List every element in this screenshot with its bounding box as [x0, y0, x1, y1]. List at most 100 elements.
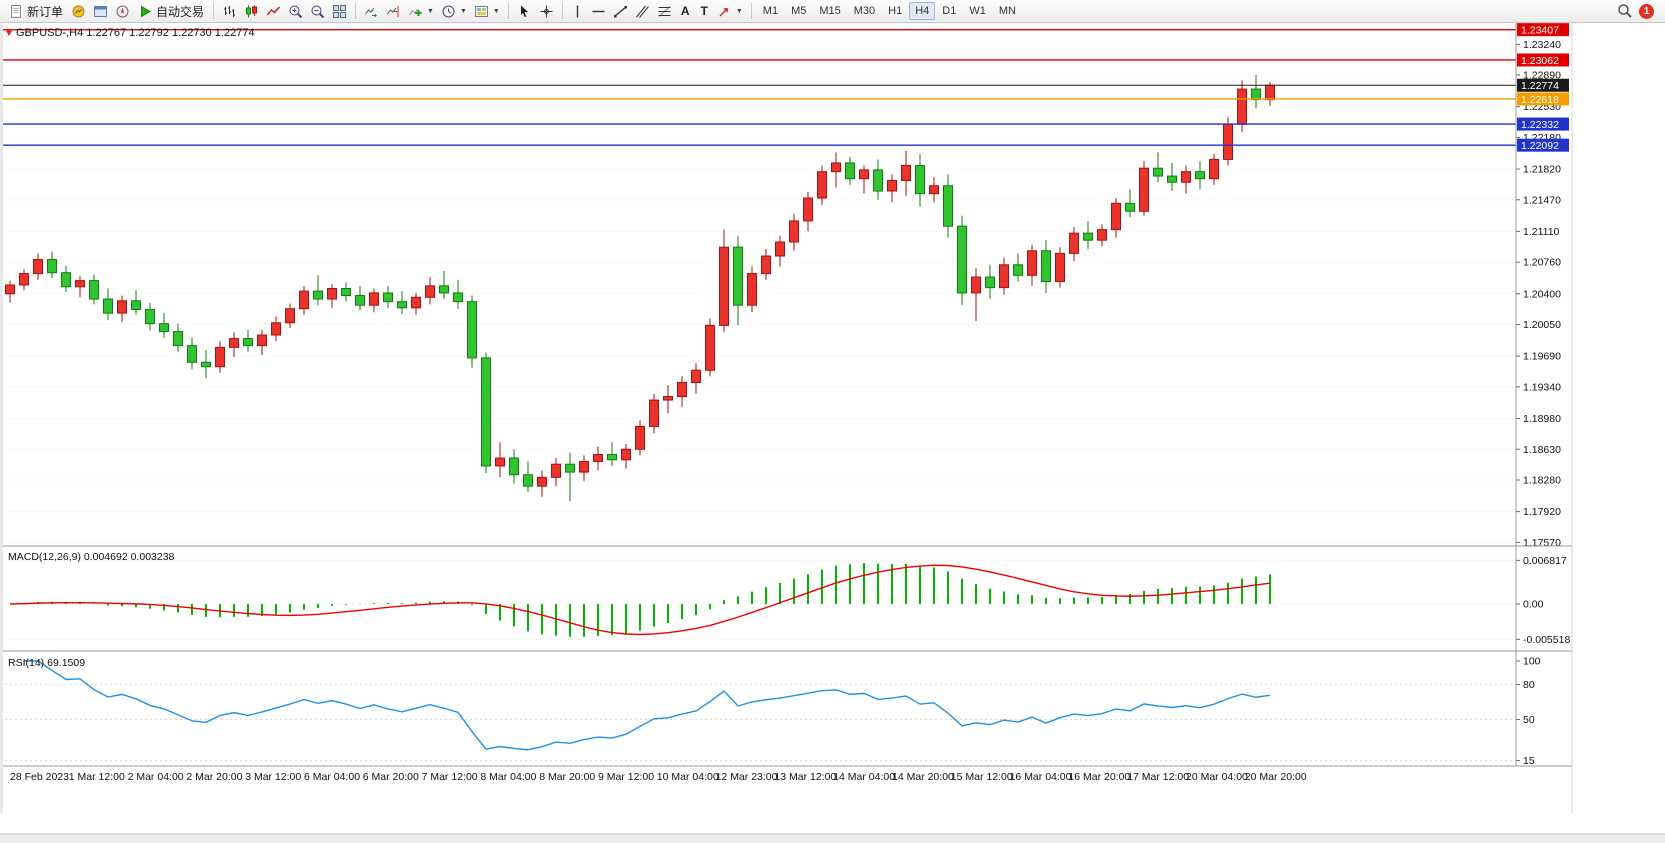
bear-candle: [1251, 88, 1261, 101]
bear-candle: [1153, 167, 1163, 177]
timeframe-m15-button[interactable]: M15: [813, 2, 846, 20]
fibonacci-button[interactable]: [654, 1, 675, 22]
svg-text:1.19690: 1.19690: [1523, 351, 1561, 363]
bull-candle: [775, 241, 785, 257]
time-axis-label: 9 Mar 12:00: [598, 771, 654, 783]
bull-candle: [5, 284, 15, 295]
data-window-icon: [94, 5, 108, 17]
arrow-objects-button[interactable]: ▼: [714, 1, 746, 22]
indicators-button[interactable]: ▼: [405, 1, 437, 22]
time-axis-label: 2 Mar 04:00: [128, 771, 184, 783]
timeframe-mn-button[interactable]: MN: [993, 2, 1022, 20]
text-label-button[interactable]: T: [696, 1, 713, 22]
time-axis-label: 6 Mar 04:00: [304, 771, 360, 783]
chart-shift-button[interactable]: [383, 1, 404, 22]
auto-trading-button[interactable]: 自动交易: [134, 2, 208, 21]
support-line-badge: [1517, 117, 1569, 131]
bull-candle: [971, 276, 981, 294]
tile-windows-button[interactable]: [329, 1, 350, 22]
resistance-line-badge-label: 1.23062: [1521, 55, 1559, 67]
time-axis-label: 14 Mar 04:00: [833, 771, 895, 783]
text-label-icon: T: [700, 4, 708, 18]
candlestick-chart-button[interactable]: [241, 1, 262, 22]
vertical-line-button[interactable]: [568, 1, 587, 22]
templates-icon: [474, 5, 488, 17]
cursor-button[interactable]: [514, 1, 535, 22]
toolbar-separator: [507, 3, 509, 19]
svg-text:1.23240: 1.23240: [1523, 39, 1561, 51]
svg-text:1.21820: 1.21820: [1523, 164, 1561, 176]
svg-text:1.20400: 1.20400: [1523, 288, 1561, 300]
timeframe-h1-button[interactable]: H1: [882, 2, 908, 20]
bull-candle: [817, 171, 827, 199]
text-button[interactable]: A: [676, 1, 695, 22]
timeframe-m1-button[interactable]: M1: [757, 2, 784, 20]
macd-panel: 0.006817 0.00 -0.005518: [0, 555, 1570, 646]
equidistant-channel-button[interactable]: [632, 1, 653, 22]
bar-chart-button[interactable]: [219, 1, 240, 22]
bull-candle: [859, 169, 869, 180]
timeframe-d1-button[interactable]: D1: [936, 2, 962, 20]
bull-candle: [691, 369, 701, 383]
auto-scroll-button[interactable]: [361, 1, 382, 22]
bull-candle: [803, 197, 813, 222]
bull-candle: [327, 288, 337, 300]
time-axis-label: 15 Mar 12:00: [951, 771, 1013, 783]
svg-text:1.19340: 1.19340: [1523, 381, 1561, 393]
bear-candle: [1125, 202, 1135, 212]
bear-candle: [957, 225, 967, 294]
bear-candle: [1083, 232, 1093, 241]
indicators-caret-icon: ▼: [427, 7, 434, 15]
text-icon: A: [680, 4, 690, 18]
svg-text:1.18980: 1.18980: [1523, 413, 1561, 425]
navigator-button[interactable]: [112, 1, 133, 22]
crosshair-button[interactable]: [536, 1, 557, 22]
time-axis-label: 8 Mar 04:00: [480, 771, 536, 783]
zoom-in-button[interactable]: [285, 1, 306, 22]
search-button[interactable]: [1614, 1, 1636, 22]
svg-text:1.20760: 1.20760: [1523, 257, 1561, 269]
bull-candle: [705, 324, 715, 371]
new-order-button[interactable]: 新订单: [5, 2, 67, 21]
bull-candle: [1223, 123, 1233, 160]
market-watch-icon: [72, 5, 85, 17]
notification-badge[interactable]: 1: [1639, 3, 1654, 19]
templates-button[interactable]: ▼: [471, 1, 503, 22]
zoom-in-icon: [289, 5, 303, 18]
horizontal-line-icon: [592, 10, 605, 12]
support-line-badge: [1517, 138, 1569, 152]
bear-candle: [509, 457, 519, 476]
bull-candle: [215, 346, 225, 368]
trendline-button[interactable]: [610, 1, 631, 22]
bull-candle: [593, 454, 603, 463]
price-levels[interactable]: 1.23407 1.23062 1.22774 1.22618 1.22332 1.220…: [0, 23, 1569, 152]
bear-candle: [1013, 264, 1023, 276]
chart-canvas[interactable]: 1.232401.228901.225301.221801.218201.214…: [0, 23, 1665, 843]
time-axis-label: 6 Mar 20:00: [363, 771, 419, 783]
bear-candle: [397, 301, 407, 309]
cursor-icon: [520, 5, 528, 17]
bull-candle: [411, 296, 421, 309]
horizontal-line-button[interactable]: [588, 1, 609, 22]
bear-candle: [873, 169, 883, 192]
zoom-out-button[interactable]: [307, 1, 328, 22]
time-axis-label: 20 Mar 04:00: [1186, 771, 1248, 783]
line-chart-button[interactable]: [263, 1, 284, 22]
time-axis-label: 16 Mar 04:00: [1010, 771, 1072, 783]
timeframe-m30-button[interactable]: M30: [848, 2, 881, 20]
chart-area: 1.23240 1.22890 1.22530 1.22180 1.21820 1.214…: [0, 23, 1665, 843]
data-window-button[interactable]: [90, 1, 111, 22]
timeframe-h4-button[interactable]: H4: [909, 2, 936, 20]
candlesticks: [5, 75, 1275, 502]
time-axis[interactable]: 28 Feb 2023 1 Mar 12:00 2 Mar 04:00 2 Mar 2…: [10, 771, 1307, 783]
bull-candle: [117, 300, 127, 314]
timeframe-m5-button[interactable]: M5: [785, 2, 812, 20]
bull-candle: [1055, 252, 1065, 282]
periods-button[interactable]: ▼: [438, 1, 470, 22]
market-watch-button[interactable]: [68, 1, 89, 22]
bear-candle: [607, 454, 617, 461]
svg-text:1.17570: 1.17570: [1523, 537, 1561, 549]
bull-candle: [33, 259, 43, 275]
timeframe-w1-button[interactable]: W1: [963, 2, 992, 20]
bull-candle: [1111, 202, 1121, 231]
